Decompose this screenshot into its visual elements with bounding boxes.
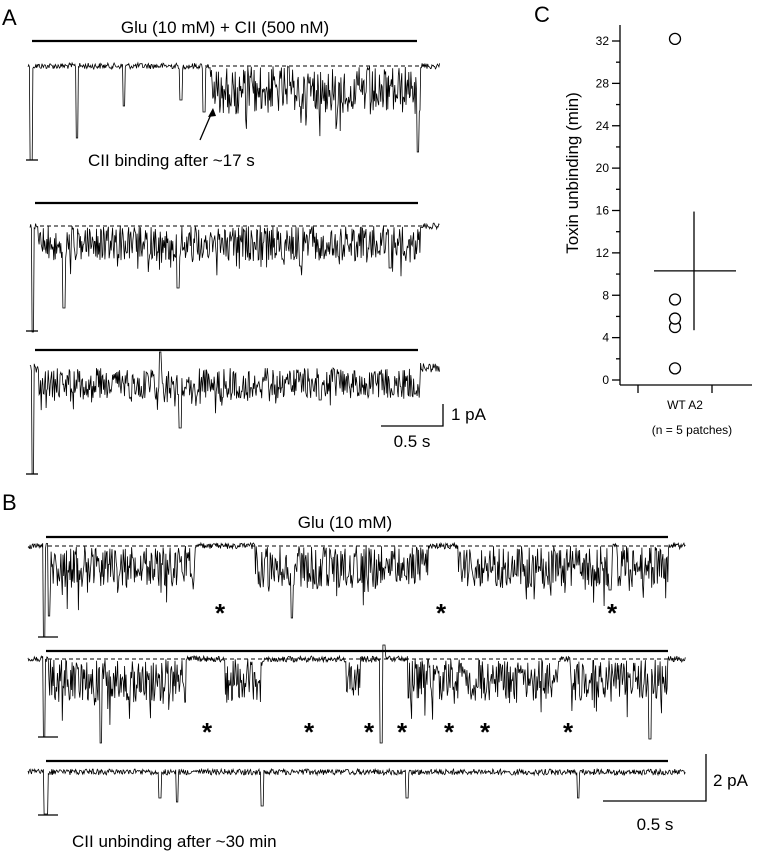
panel-b-scalebar: 2 pA 0.5 s <box>603 754 749 834</box>
data-point <box>668 312 682 325</box>
y-tick-label: 16 <box>596 204 610 218</box>
panel-b-annotation: CII unbinding after ~30 min <box>72 832 277 851</box>
x-ticks <box>637 385 713 393</box>
panel-b-star: * <box>444 717 455 747</box>
y-tick-label: 4 <box>602 331 609 345</box>
panel-b-scalebar-amplitude: 2 pA <box>713 771 749 790</box>
y-tick-label: 20 <box>596 161 610 175</box>
panel-a: A Glu (10 mM) + CII (500 nM) CII binding… <box>2 5 487 475</box>
y-tick-label: 32 <box>596 34 610 48</box>
data-point <box>668 32 682 46</box>
panel-a-scalebar-amplitude: 1 pA <box>451 405 487 424</box>
panel-c: C 0 4 8 12 16 20 24 28 32 Toxin unbinding (min) … <box>534 2 752 437</box>
y-tick-label: 28 <box>596 76 610 90</box>
panel-b-star: * <box>480 717 491 747</box>
panel-c-letter: C <box>534 2 550 27</box>
panel-a-trace-3 <box>29 351 440 475</box>
y-tick-label: 8 <box>602 288 609 302</box>
category-note: (n = 5 patches) <box>652 423 732 437</box>
panel-b-star: * <box>397 717 408 747</box>
data-points <box>668 32 682 375</box>
panel-b-trace-2 <box>27 644 686 744</box>
y-tick-label: 12 <box>596 246 610 260</box>
panel-a-annotation: CII binding after ~17 s <box>88 151 255 170</box>
y-axis-label: Toxin unbinding (min) <box>563 92 582 254</box>
panel-a-trace-2 <box>29 222 440 333</box>
panel-b-trace-1 <box>27 541 686 638</box>
panel-a-letter: A <box>2 5 17 30</box>
panel-b-star: * <box>202 717 213 747</box>
panel-b-star: * <box>607 598 618 628</box>
panel-a-scalebar: 1 pA 0.5 s <box>381 404 487 451</box>
y-ticks: 0 4 8 12 16 20 24 28 32 <box>596 34 620 387</box>
panel-b-star: * <box>304 717 315 747</box>
panel-b-scalebar-lines <box>603 754 707 802</box>
panel-b-application-label: Glu (10 mM) <box>298 513 392 532</box>
panel-b-star: * <box>364 717 375 747</box>
data-point <box>668 293 682 306</box>
y-tick-label: 0 <box>602 373 609 387</box>
panel-a-scalebar-time: 0.5 s <box>394 432 431 451</box>
panel-a-scalebar-lines <box>381 404 444 427</box>
panel-b-star: * <box>563 717 574 747</box>
panel-a-trace-1 <box>27 61 440 161</box>
panel-b-trace-3 <box>27 767 686 815</box>
y-tick-label: 24 <box>596 119 610 133</box>
category-label: WT A2 <box>667 398 703 412</box>
panel-c-chart: 0 4 8 12 16 20 24 28 32 Toxin unbinding (min) WT… <box>563 25 752 437</box>
panel-b-star: * <box>215 598 226 628</box>
panel-a-binding-arrowhead <box>208 108 216 117</box>
panel-b: B Glu (10 mM) * * * * * * * * * * 2 pA 0… <box>2 490 749 851</box>
data-point <box>668 362 682 375</box>
panel-a-application-label: Glu (10 mM) + CII (500 nM) <box>121 18 329 37</box>
panel-b-letter: B <box>2 490 17 515</box>
panel-b-scalebar-time: 0.5 s <box>637 815 674 834</box>
panel-b-star: * <box>436 598 447 628</box>
